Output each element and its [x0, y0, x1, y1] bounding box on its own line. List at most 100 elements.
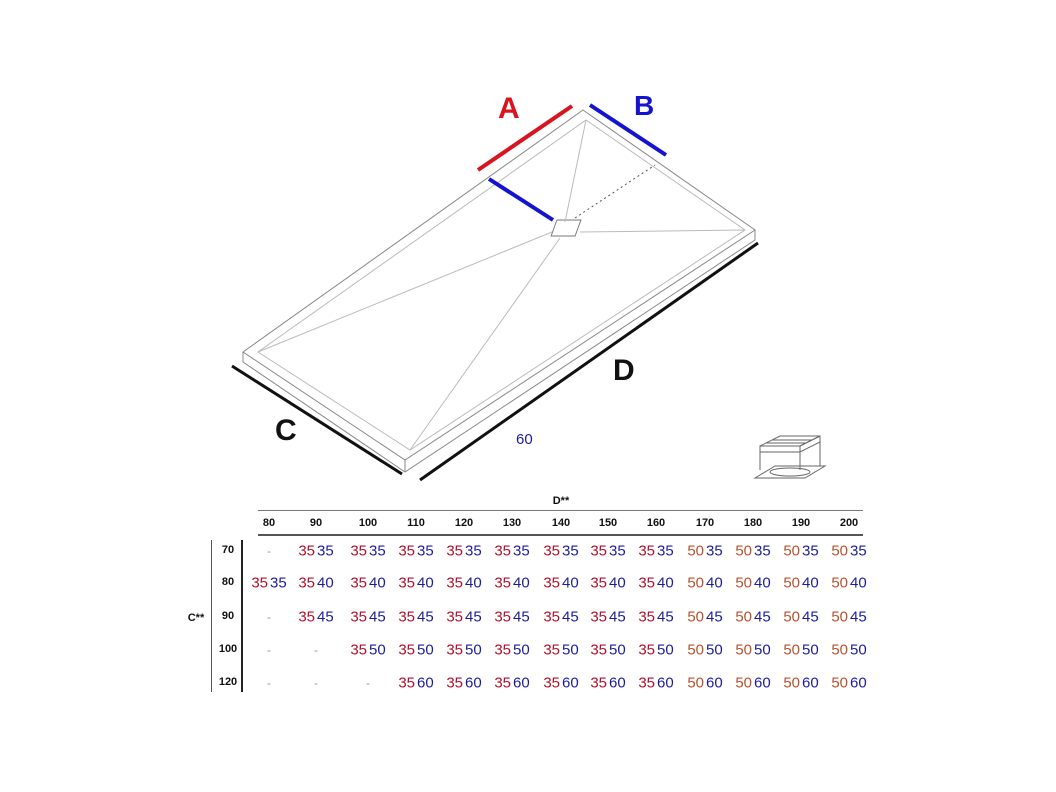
- value-a: 35: [398, 641, 415, 659]
- value-b: 50: [754, 641, 771, 659]
- value-a: 50: [831, 608, 848, 626]
- value-b: 40: [562, 574, 579, 592]
- value-b: 35: [270, 574, 287, 592]
- value-a: 35: [398, 674, 415, 692]
- value-b: 45: [609, 608, 626, 626]
- table-cell: 35 35: [298, 543, 333, 560]
- value-a: 50: [735, 542, 752, 560]
- value-b: 40: [657, 574, 674, 592]
- table-cell: 35 50: [494, 642, 529, 659]
- table-cell: 35 35: [494, 543, 529, 560]
- value-a: 35: [251, 574, 268, 592]
- value-a: 50: [735, 641, 752, 659]
- table-cell: 35 40: [298, 575, 333, 592]
- table-cell: 35 35: [446, 543, 481, 560]
- table-cell: 35 35: [398, 543, 433, 560]
- value-b: 40: [706, 574, 723, 592]
- table-cell: 35 45: [298, 609, 333, 626]
- value-b: 40: [417, 574, 434, 592]
- value-b: 35: [657, 542, 674, 560]
- row-label: 80: [221, 576, 235, 588]
- table-cell: 35 40: [638, 575, 673, 592]
- column-label: 170: [695, 517, 715, 529]
- table-cell: 50 50: [831, 642, 866, 659]
- value-a: 35: [638, 608, 655, 626]
- value-a: 50: [783, 574, 800, 592]
- table-cell: 50 35: [735, 543, 770, 560]
- table-top-rule: [258, 510, 863, 511]
- table-cell: 50 50: [735, 642, 770, 659]
- value-a: 35: [398, 574, 415, 592]
- table-cell: 50 45: [735, 609, 770, 626]
- value-a: 35: [494, 574, 511, 592]
- value-a: 35: [590, 674, 607, 692]
- table-cell: 35 60: [446, 675, 481, 692]
- value-b: 50: [369, 641, 386, 659]
- value-a: 35: [350, 608, 367, 626]
- table-cell: -: [267, 544, 271, 558]
- value-b: 45: [706, 608, 723, 626]
- value-b: 60: [465, 674, 482, 692]
- row-label: 70: [221, 544, 235, 556]
- value-a: 50: [831, 542, 848, 560]
- label-c: C: [275, 414, 297, 447]
- value-a: 35: [590, 641, 607, 659]
- value-a: 35: [350, 574, 367, 592]
- row-header: C**: [187, 612, 205, 624]
- table-cell: 35 40: [446, 575, 481, 592]
- value-a: 50: [687, 674, 704, 692]
- table-cell: 50 45: [783, 609, 818, 626]
- table-cell: 35 35: [350, 543, 385, 560]
- dimension-note: 60: [516, 431, 533, 448]
- value-b: 40: [465, 574, 482, 592]
- label-b: B: [634, 90, 655, 121]
- b-line-top: [588, 103, 668, 157]
- value-a: 50: [687, 574, 704, 592]
- table-cell: 35 40: [350, 575, 385, 592]
- table-cell: 35 45: [446, 609, 481, 626]
- column-label: 110: [407, 517, 425, 529]
- tray-edge: [242, 230, 756, 473]
- table-cell: 50 40: [687, 575, 722, 592]
- value-b: 40: [369, 574, 386, 592]
- value-a: 35: [494, 542, 511, 560]
- table-cell: 50 45: [831, 609, 866, 626]
- value-b: 50: [465, 641, 482, 659]
- table-cell: 35 60: [638, 675, 673, 692]
- value-b: 35: [706, 542, 723, 560]
- value-a: 35: [638, 542, 655, 560]
- value-b: 45: [513, 608, 530, 626]
- value-a: 35: [350, 641, 367, 659]
- table-cell: 50 40: [783, 575, 818, 592]
- label-d: D: [613, 354, 635, 387]
- value-b: 35: [513, 542, 530, 560]
- drain: [550, 219, 582, 237]
- table-cell: 50 60: [735, 675, 770, 692]
- value-a: 35: [590, 608, 607, 626]
- row-label-rule: [241, 540, 243, 692]
- value-a: 50: [687, 542, 704, 560]
- value-a: 35: [494, 608, 511, 626]
- value-a: 35: [446, 674, 463, 692]
- value-a: 50: [687, 608, 704, 626]
- table-cell: 35 35: [638, 543, 673, 560]
- value-a: 35: [398, 542, 415, 560]
- table-cell: 35 35: [251, 575, 286, 592]
- value-b: 45: [802, 608, 819, 626]
- table-cell: -: [267, 643, 271, 657]
- column-label: 180: [743, 517, 763, 529]
- table-cell: 35 40: [590, 575, 625, 592]
- value-b: 35: [317, 542, 334, 560]
- table-cell: 35 50: [543, 642, 578, 659]
- table-cell: 35 50: [590, 642, 625, 659]
- value-b: 35: [850, 542, 867, 560]
- value-a: 35: [446, 574, 463, 592]
- value-a: 35: [494, 641, 511, 659]
- table-cell: 35 45: [590, 609, 625, 626]
- value-a: 50: [687, 641, 704, 659]
- value-b: 35: [754, 542, 771, 560]
- table-cell: 35 45: [638, 609, 673, 626]
- value-a: 50: [831, 574, 848, 592]
- value-b: 50: [513, 641, 530, 659]
- value-b: 50: [657, 641, 674, 659]
